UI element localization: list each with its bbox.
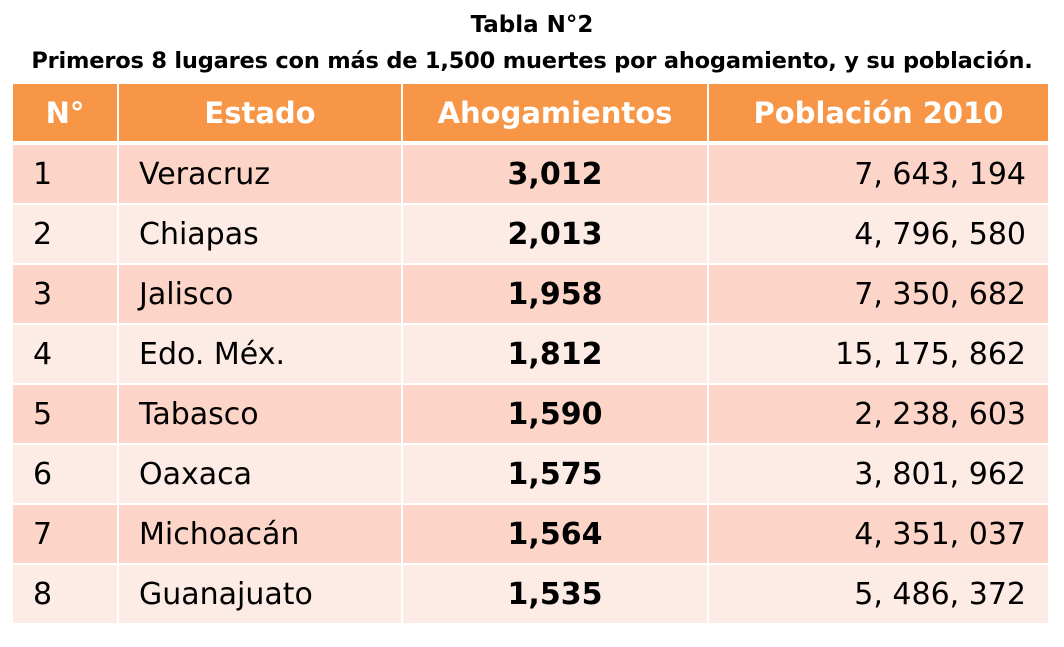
row-poblacion: 7, 350, 682 (708, 263, 1048, 324)
row-estado: Edo. Méx. (118, 323, 403, 384)
row-ahogamientos: 1,575 (402, 443, 709, 504)
drowning-table: N° Estado Ahogamientos Población 2010 1 … (13, 84, 1048, 623)
header-ahogamientos: Ahogamientos (402, 84, 709, 143)
row-number: 1 (13, 142, 119, 204)
row-number: 2 (13, 203, 119, 264)
header-number: N° (13, 84, 119, 143)
row-ahogamientos: 2,013 (402, 203, 709, 264)
row-estado: Jalisco (118, 263, 403, 324)
header-poblacion: Población 2010 (708, 84, 1048, 143)
row-estado: Michoacán (118, 503, 403, 564)
row-poblacion: 5, 486, 372 (708, 563, 1048, 623)
row-estado: Guanajuato (118, 563, 403, 623)
row-estado: Chiapas (118, 203, 403, 264)
row-number: 7 (13, 503, 119, 564)
row-estado: Veracruz (118, 142, 403, 204)
row-poblacion: 4, 351, 037 (708, 503, 1048, 564)
row-poblacion: 7, 643, 194 (708, 142, 1048, 204)
table-row: 1 Veracruz 3,012 7, 643, 194 (13, 142, 1048, 204)
row-estado: Oaxaca (118, 443, 403, 504)
row-poblacion: 15, 175, 862 (708, 323, 1048, 384)
row-number: 4 (13, 323, 119, 384)
table-row: 2 Chiapas 2,013 4, 796, 580 (13, 203, 1048, 264)
row-number: 5 (13, 383, 119, 444)
table-title: Tabla N°2 (470, 12, 594, 38)
table-row: 4 Edo. Méx. 1,812 15, 175, 862 (13, 323, 1048, 384)
table-row: 3 Jalisco 1,958 7, 350, 682 (13, 263, 1048, 324)
table-row: 7 Michoacán 1,564 4, 351, 037 (13, 503, 1048, 564)
row-poblacion: 2, 238, 603 (708, 383, 1048, 444)
row-number: 3 (13, 263, 119, 324)
row-poblacion: 4, 796, 580 (708, 203, 1048, 264)
row-poblacion: 3, 801, 962 (708, 443, 1048, 504)
table-row: 6 Oaxaca 1,575 3, 801, 962 (13, 443, 1048, 504)
table-subtitle: Primeros 8 lugares con más de 1,500 muer… (31, 48, 1033, 74)
table-row: 8 Guanajuato 1,535 5, 486, 372 (13, 563, 1048, 623)
row-ahogamientos: 1,535 (402, 563, 709, 623)
table-row: 5 Tabasco 1,590 2, 238, 603 (13, 383, 1048, 444)
row-number: 6 (13, 443, 119, 504)
row-ahogamientos: 3,012 (402, 142, 709, 204)
row-ahogamientos: 1,812 (402, 323, 709, 384)
row-ahogamientos: 1,590 (402, 383, 709, 444)
row-ahogamientos: 1,564 (402, 503, 709, 564)
header-estado: Estado (118, 84, 403, 143)
row-ahogamientos: 1,958 (402, 263, 709, 324)
row-number: 8 (13, 563, 119, 623)
row-estado: Tabasco (118, 383, 403, 444)
header-row: N° Estado Ahogamientos Población 2010 (13, 84, 1048, 143)
